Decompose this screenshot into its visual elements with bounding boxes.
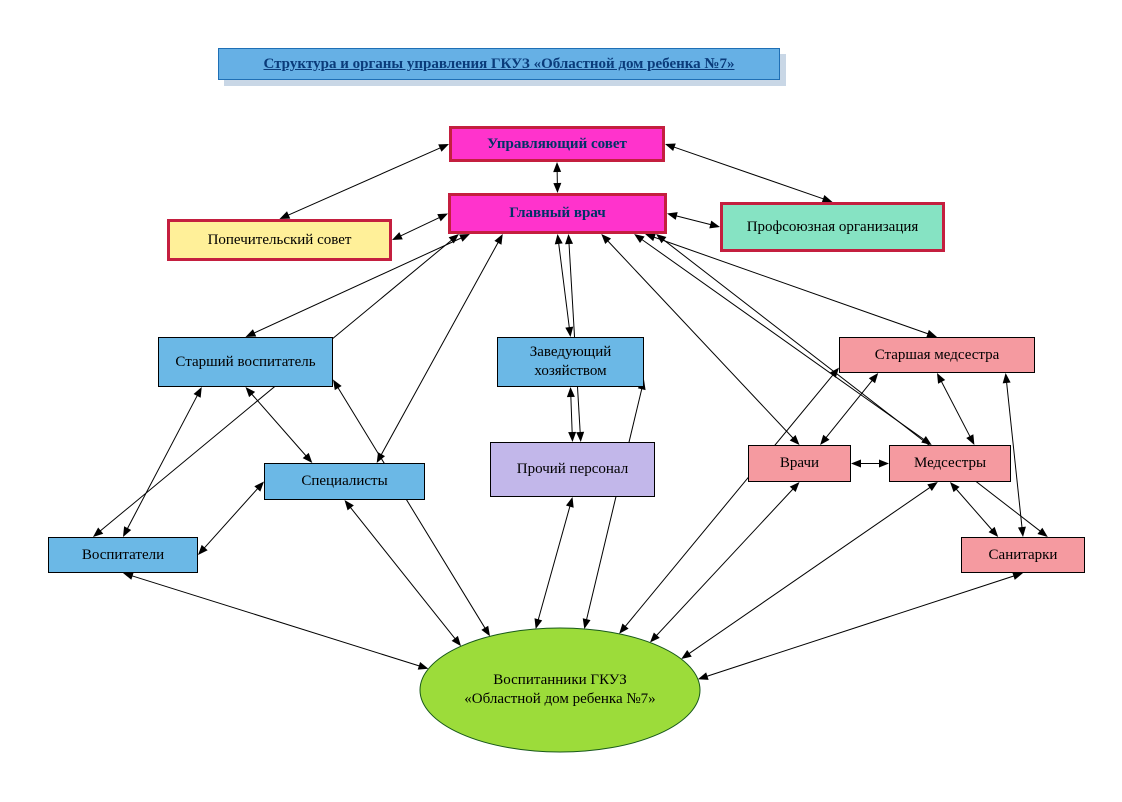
- node-household-head: Заведующий хозяйством: [497, 337, 644, 387]
- node-trustees: Попечительский совет: [167, 219, 392, 261]
- node-governing-council: Управляющий совет: [449, 126, 665, 162]
- node-pupils: Воспитанники ГКУЗ «Областной дом ребенка…: [451, 642, 669, 739]
- node-senior-nurse: Старшая медсестра: [839, 337, 1035, 373]
- node-educators: Воспитатели: [48, 537, 198, 573]
- node-orderlies: Санитарки: [961, 537, 1085, 573]
- node-other-staff: Прочий персонал: [490, 442, 655, 497]
- node-nurses: Медсестры: [889, 445, 1011, 482]
- org-chart-stage: Структура и органы управления ГКУЗ «Обла…: [0, 0, 1122, 802]
- node-senior-educator: Старший воспитатель: [158, 337, 333, 387]
- title-text: Структура и органы управления ГКУЗ «Обла…: [264, 56, 735, 73]
- node-chief-doctor: Главный врач: [448, 193, 667, 234]
- title-box: Структура и органы управления ГКУЗ «Обла…: [218, 48, 780, 80]
- node-doctors: Врачи: [748, 445, 851, 482]
- node-tradeunion: Профсоюзная организация: [720, 202, 945, 252]
- node-specialists: Специалисты: [264, 463, 425, 500]
